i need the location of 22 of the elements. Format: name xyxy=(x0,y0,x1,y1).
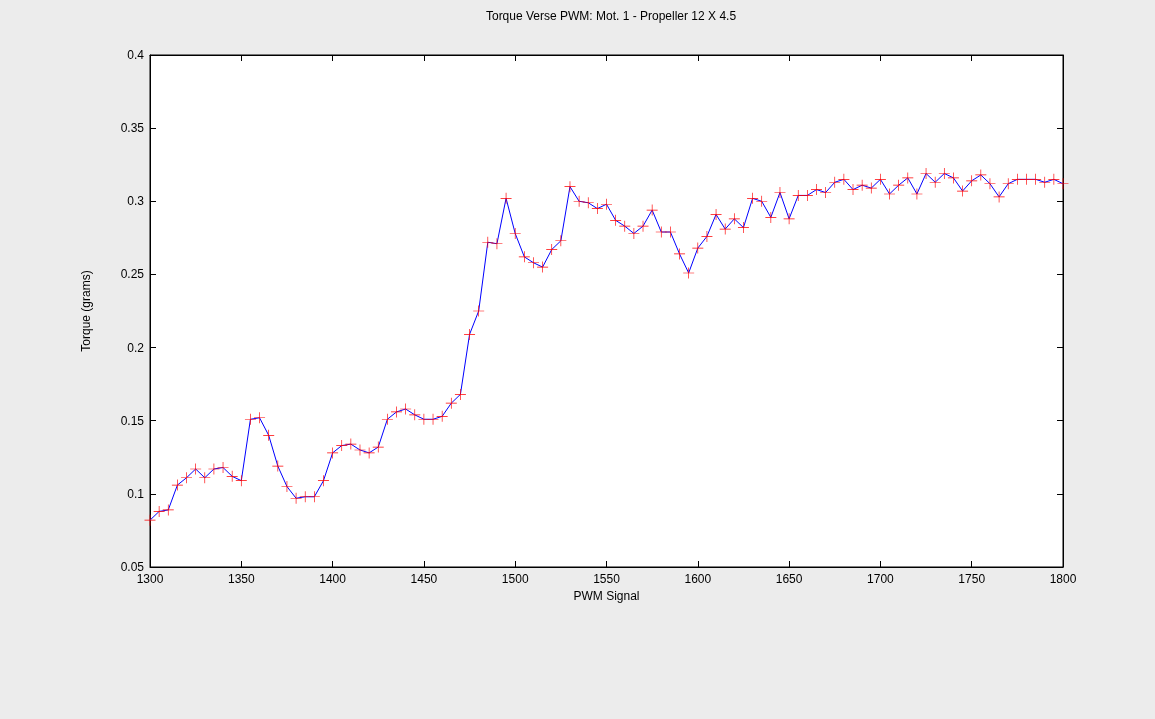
y-tick-label: 0.4 xyxy=(127,48,145,62)
x-tick-label: 1650 xyxy=(775,572,803,586)
x-tick-label: 1800 xyxy=(1049,572,1077,586)
y-tick-label: 0.3 xyxy=(127,194,145,209)
x-axis-title: PWM Signal xyxy=(573,588,640,603)
x-tick-label: 1550 xyxy=(593,572,621,586)
x-tick-label: 1750 xyxy=(958,572,986,586)
x-tick-label: 1350 xyxy=(227,572,255,586)
x-tick-label: 1700 xyxy=(867,572,895,586)
y-tick-label: 0.2 xyxy=(127,340,145,355)
y-axis-title: Torque (grams) xyxy=(79,270,93,352)
chart-title: Torque Verse PWM: Mot. 1 - Propeller 12 X 4.5 xyxy=(485,9,737,23)
y-tick-label: 0.1 xyxy=(127,486,145,501)
y-tick-label: 0.15 xyxy=(120,413,145,428)
x-tick-label: 1300 xyxy=(136,572,164,586)
x-tick-label: 1500 xyxy=(501,572,529,586)
x-tick-label: 1600 xyxy=(684,572,712,586)
x-tick-label: 1400 xyxy=(319,572,347,586)
x-tick-label: 1450 xyxy=(410,572,438,586)
y-tick-label: 0.35 xyxy=(120,121,145,136)
y-tick-label: 0.25 xyxy=(120,267,145,282)
y-tick-label: 0.05 xyxy=(120,560,145,574)
